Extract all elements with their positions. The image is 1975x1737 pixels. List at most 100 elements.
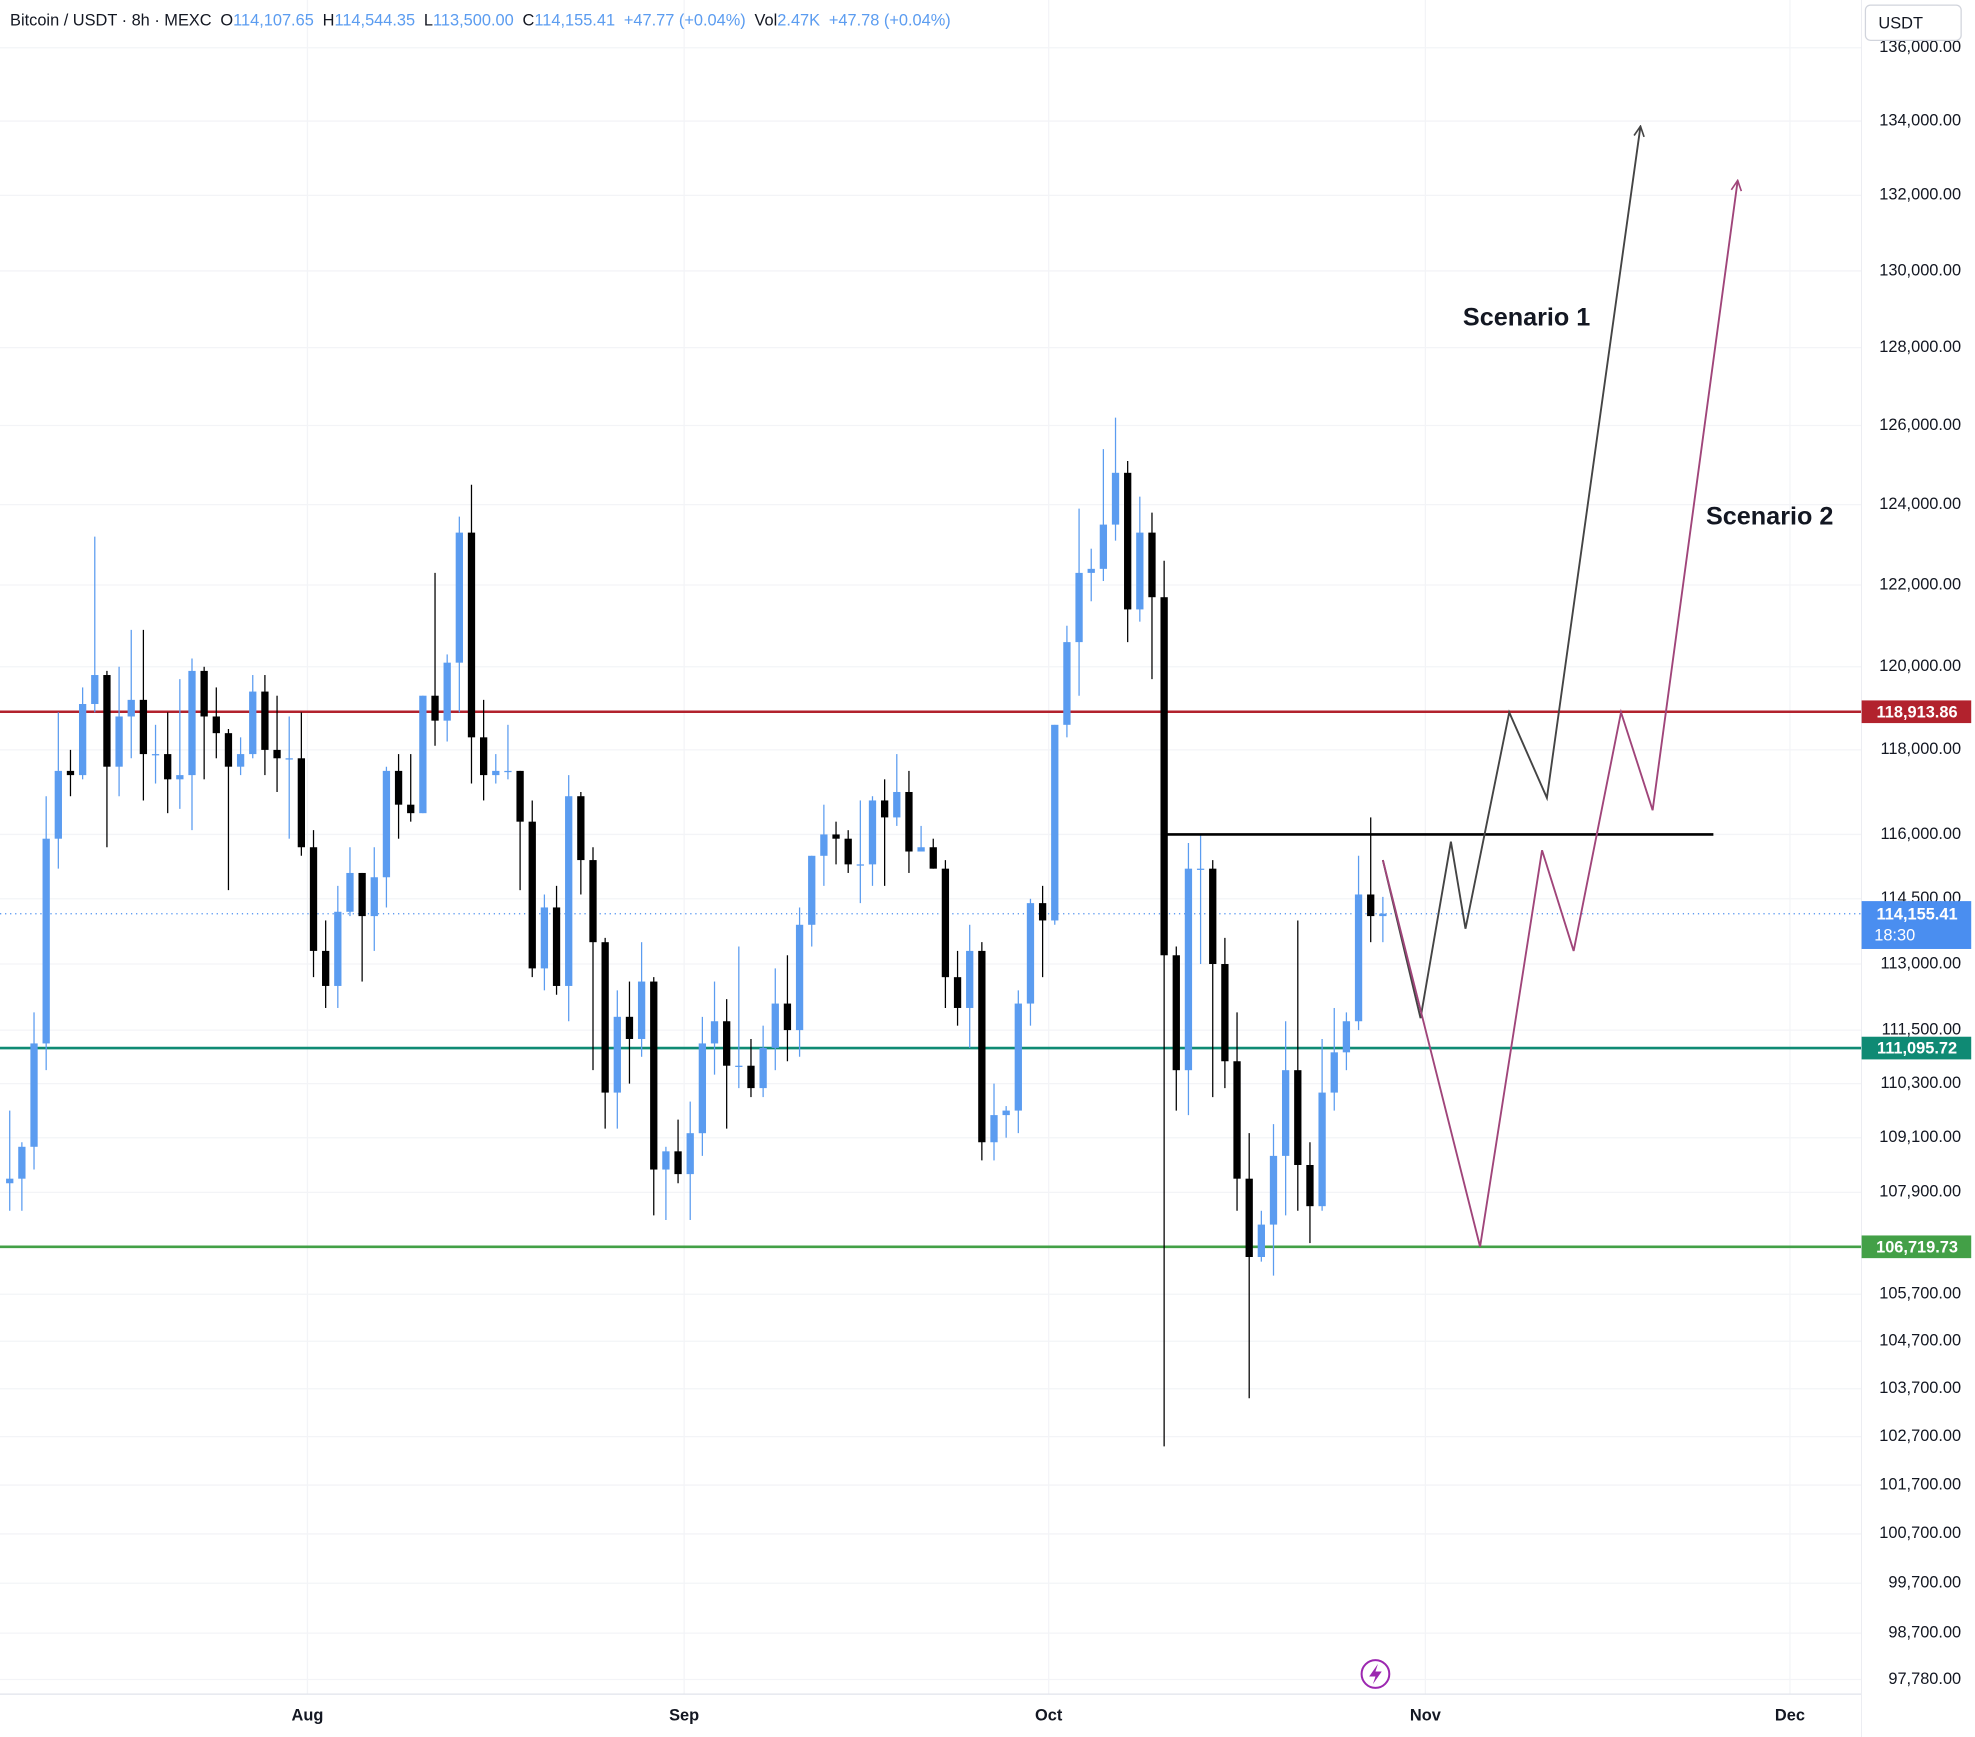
header-key: Vol <box>755 12 778 30</box>
candle-body <box>504 770 512 773</box>
candle-body <box>115 716 123 767</box>
candle-body <box>1269 1155 1278 1225</box>
candle-body <box>1111 472 1120 525</box>
y-tick-label: 126,000.00 <box>1879 416 1961 434</box>
candle-body <box>42 838 50 1044</box>
candle-body <box>601 942 609 1093</box>
candle-body <box>236 754 245 767</box>
candle-body <box>370 877 378 917</box>
candle-body <box>844 838 852 865</box>
currency-label[interactable]: USDT <box>1878 14 1923 32</box>
candle-body <box>164 754 172 780</box>
candle-body <box>394 770 403 805</box>
header-value: 114,155.41 <box>534 12 615 30</box>
header-key: L <box>424 12 433 30</box>
y-tick-label: 111,500.00 <box>1882 1020 1961 1038</box>
y-tick-label: 97,780.00 <box>1888 1670 1961 1688</box>
candle-body <box>334 911 342 986</box>
y-tick-label: 107,900.00 <box>1879 1183 1961 1201</box>
candle-body <box>6 1178 14 1184</box>
candle-body <box>1075 572 1083 643</box>
candle-body <box>662 1151 670 1170</box>
x-tick-label: Nov <box>1410 1707 1442 1725</box>
candle-body <box>808 855 816 925</box>
header-key: C <box>523 12 535 30</box>
currency-button[interactable] <box>1864 4 1962 41</box>
y-tick-label: 116,000.00 <box>1880 825 1961 843</box>
candle-body <box>151 754 160 756</box>
candle-body <box>249 691 257 755</box>
scenario-path <box>1381 180 1738 1248</box>
price-axis-panel <box>1861 0 1975 1737</box>
candle-body <box>1051 724 1059 921</box>
candle-body <box>492 770 500 776</box>
candle-body <box>929 847 937 869</box>
candle-body <box>552 907 561 986</box>
header-value: +47.77 (+0.04%) <box>624 12 746 30</box>
candle-body <box>30 1043 38 1147</box>
candle-body <box>1245 1178 1253 1257</box>
candle-body <box>1099 524 1108 569</box>
candle-body <box>1124 472 1132 610</box>
candle-body <box>1354 894 1363 1022</box>
candle-body <box>455 532 463 663</box>
candle-body <box>637 981 646 1039</box>
candle-body <box>759 1047 767 1089</box>
candle-body <box>528 821 536 969</box>
candle-body <box>589 860 597 943</box>
y-tick-label: 118,000.00 <box>1880 740 1961 758</box>
candle-body <box>674 1151 682 1175</box>
y-tick-label: 128,000.00 <box>1879 338 1961 356</box>
candle-body <box>1318 1092 1326 1207</box>
candle-body <box>176 775 184 780</box>
y-tick-label: 124,000.00 <box>1879 495 1961 513</box>
candle-body <box>1172 955 1180 1071</box>
header-value: +47.78 (+0.04%) <box>829 12 951 30</box>
candle-body <box>868 800 877 865</box>
header-value: 2.47K <box>777 12 820 30</box>
candle-body <box>139 699 148 755</box>
candle-body <box>66 770 75 776</box>
y-tick-label: 102,700.00 <box>1879 1427 1961 1445</box>
candle-body <box>358 872 366 917</box>
level-tag <box>1861 700 1972 724</box>
candle-body <box>1379 913 1387 917</box>
candle-body <box>1367 894 1375 917</box>
header-key: O <box>220 12 233 30</box>
candle-body <box>212 716 220 734</box>
candle-body <box>479 737 488 776</box>
x-tick-label: Aug <box>292 1707 324 1725</box>
candle-body <box>1282 1070 1290 1156</box>
candle-body <box>91 675 99 705</box>
y-tick-label: 99,700.00 <box>1888 1574 1961 1592</box>
candle-body <box>565 796 573 986</box>
candle-body <box>905 791 913 852</box>
level-tag-label: 106,719.73 <box>1876 1238 1958 1256</box>
candle-body <box>577 796 585 861</box>
y-tick-label: 101,700.00 <box>1879 1475 1961 1493</box>
countdown-label: 18:30 <box>1874 927 1915 945</box>
symbol-header: Bitcoin / USDT · 8h · MEXC O114,107.65 H11… <box>10 12 951 30</box>
candle-body <box>625 1016 634 1039</box>
candle-body <box>856 864 864 866</box>
candle-body <box>382 770 391 878</box>
candle-body <box>1330 1052 1338 1093</box>
y-tick-label: 104,700.00 <box>1879 1332 1961 1350</box>
candle-body <box>127 699 135 717</box>
candle-body <box>747 1065 755 1089</box>
candle-body <box>613 1016 621 1093</box>
candle-body <box>1038 903 1047 921</box>
icon-bolt[interactable] <box>1369 1663 1382 1685</box>
candle-body <box>443 662 451 721</box>
candle-body <box>832 834 840 839</box>
candle-body <box>1063 642 1071 725</box>
candle-body <box>1209 868 1217 965</box>
candle-body <box>698 1043 707 1134</box>
y-tick-label: 98,700.00 <box>1888 1623 1961 1641</box>
lightning-icon[interactable] <box>1360 1659 1391 1689</box>
candle-body <box>224 733 233 767</box>
candle-body <box>990 1115 998 1143</box>
current-price-label: 114,155.41 <box>1877 905 1958 923</box>
y-tick-label: 103,700.00 <box>1879 1379 1961 1397</box>
y-tick-label: 113,000.00 <box>1880 954 1961 972</box>
